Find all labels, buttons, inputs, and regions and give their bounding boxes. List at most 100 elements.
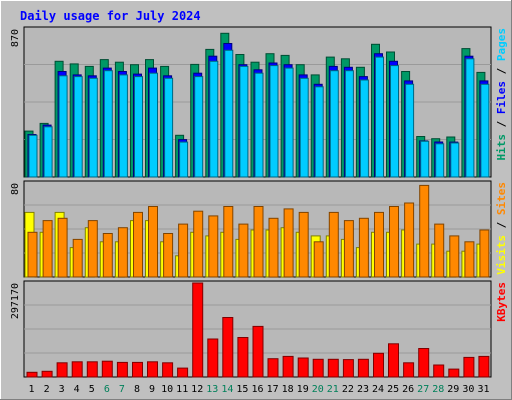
kbytes-panel-bar-kbytes-day-2	[41, 370, 53, 378]
hits-panel-bar-pages-day-26	[405, 83, 415, 178]
hits-panel-bar-pages-day-14	[224, 49, 234, 178]
kbytes-panel-bar-kbytes-day-26	[403, 362, 415, 378]
hits-panel-bar-pages-day-29	[450, 142, 460, 178]
day-label-15: 15	[236, 384, 248, 395]
hits-panel-bar-pages-day-4	[73, 76, 83, 178]
kbytes-panel-bar-kbytes-day-4	[71, 361, 83, 378]
kbytes-panel-bar-kbytes-day-22	[342, 359, 354, 378]
hits-panel-bar-pages-day-27	[420, 140, 430, 178]
chart-title: Daily usage for July 2024	[20, 9, 201, 23]
day-label-3: 3	[59, 384, 65, 395]
kbytes-panel-legend-text: KBytes	[495, 282, 508, 322]
kbytes-panel-bar-kbytes-day-18	[282, 355, 294, 378]
visits-panel-bar-sites-day-27	[419, 184, 430, 278]
day-label-10: 10	[161, 384, 173, 395]
visits-panel-bar-sites-day-14	[223, 206, 234, 278]
kbytes-panel-bar-kbytes-day-8	[132, 361, 143, 378]
hits-panel-bar-pages-day-2	[43, 126, 53, 178]
hits-panel-bar-pages-day-9	[149, 72, 158, 178]
visits-panel-bar-sites-day-31	[479, 229, 490, 278]
legend-separator: /	[495, 61, 508, 81]
day-label-13: 13	[206, 384, 218, 395]
hits-panel-scale-label: 870	[10, 29, 21, 47]
hits-panel-bar-pages-day-28	[435, 143, 445, 178]
kbytes-panel-bar-kbytes-day-7	[116, 361, 128, 378]
day-label-7: 7	[119, 384, 125, 395]
kbytes-panel-bar-kbytes-day-13	[207, 338, 219, 378]
kbytes-panel-bar-kbytes-day-3	[56, 362, 68, 378]
kbytes-panel-bar-kbytes-day-10	[162, 362, 174, 378]
chart-panels: 870 Hits / Files / Pages 80 Visits / Sites 2…	[10, 26, 508, 378]
visits-panel-bar-sites-day-30	[464, 241, 475, 278]
hits-panel-legend: Hits / Files / Pages	[495, 28, 508, 161]
kbytes-panel-bar-kbytes-day-11	[177, 367, 189, 378]
kbytes-panel-bar-kbytes-day-21	[327, 358, 339, 378]
day-label-6: 6	[104, 384, 110, 395]
day-label-24: 24	[372, 384, 384, 395]
day-label-21: 21	[327, 384, 339, 395]
kbytes-panel-bar-kbytes-day-24	[373, 352, 384, 378]
kbytes-panel-bar-kbytes-day-25	[388, 343, 399, 378]
visits-panel-bar-sites-day-20	[313, 241, 324, 278]
visits-panel-bar-sites-day-17	[268, 217, 279, 278]
hits-panel-bar-pages-day-25	[390, 65, 399, 178]
day-labels: 1 2 3 4 5 6 7 8 9 10 11 12 13 14 15 16 17 18 19 20 21 22 23 24 2…	[28, 384, 489, 395]
kbytes-panel-bar-kbytes-day-12	[192, 282, 204, 378]
day-label-19: 19	[297, 384, 309, 395]
day-label-20: 20	[312, 384, 324, 395]
visits-panel-bar-sites-day-23	[358, 217, 369, 278]
legend-separator: /	[495, 215, 508, 235]
day-label-27: 27	[417, 384, 429, 395]
hits-panel-bar-pages-day-20	[314, 86, 324, 178]
kbytes-panel-bar-kbytes-day-19	[297, 357, 309, 378]
legend-pages: Pages	[495, 28, 508, 61]
kbytes-panel-legend: KBytes	[495, 282, 508, 322]
hits-panel-bar-pages-day-22	[344, 70, 354, 178]
kbytes-panel-bar-kbytes-day-1	[26, 371, 38, 378]
visits-panel-legend-text: Visits / Sites	[495, 182, 508, 275]
visits-panel-bar-sites-day-1	[27, 231, 38, 278]
day-label-5: 5	[89, 384, 95, 395]
hits-panel-bar-pages-day-3	[58, 75, 68, 178]
visits-panel-bar-sites-day-4	[72, 238, 83, 278]
legend-separator: /	[495, 114, 508, 134]
legend-hits: Hits	[495, 134, 508, 161]
kbytes-panel-bar-kbytes-day-31	[478, 355, 490, 378]
visits-panel-bar-sites-day-28	[434, 223, 445, 278]
visits-panel-bar-sites-day-24	[374, 211, 384, 278]
hits-panel: 870 Hits / Files / Pages	[10, 26, 508, 178]
visits-panel-bar-sites-day-2	[42, 220, 53, 278]
hits-panel-bar-pages-day-13	[209, 60, 219, 178]
day-label-18: 18	[282, 384, 294, 395]
hits-panel-bar-pages-day-24	[375, 56, 384, 178]
hits-panel-legend-text: Hits / Files / Pages	[495, 28, 508, 161]
day-label-9: 9	[149, 384, 155, 395]
visits-panel-bar-sites-day-26	[404, 202, 415, 278]
legend-kbytes: KBytes	[495, 282, 508, 322]
visits-panel-scale-label: 80	[10, 183, 21, 195]
visits-panel-bar-sites-day-7	[117, 227, 128, 278]
visits-panel-bar-sites-day-22	[343, 220, 354, 278]
legend-visits: Visits	[495, 235, 508, 275]
day-label-31: 31	[477, 384, 489, 395]
visits-panel-legend: Visits / Sites	[495, 182, 508, 275]
hits-panel-bar-pages-day-21	[329, 70, 339, 178]
visits-panel-bar-sites-day-13	[208, 215, 219, 278]
hits-panel-bar-pages-day-15	[239, 65, 249, 178]
visits-panel-bar-sites-day-25	[389, 206, 399, 278]
day-label-28: 28	[432, 384, 444, 395]
day-label-22: 22	[342, 384, 354, 395]
kbytes-panel-bar-kbytes-day-29	[448, 368, 460, 378]
hits-panel-bar-pages-day-12	[194, 76, 204, 178]
day-label-8: 8	[134, 384, 140, 395]
hits-panel-bar-pages-day-8	[134, 76, 143, 178]
visits-panel-bar-sites-day-5	[87, 220, 98, 278]
visits-panel: 80 Visits / Sites	[10, 180, 508, 278]
day-label-12: 12	[191, 384, 203, 395]
hits-panel-bar-pages-day-7	[118, 74, 128, 178]
day-label-14: 14	[221, 384, 233, 395]
day-label-26: 26	[402, 384, 414, 395]
kbytes-panel-bar-kbytes-day-30	[463, 356, 475, 378]
hits-panel-bar-pages-day-16	[254, 72, 264, 178]
hits-panel-bar-pages-day-31	[480, 83, 490, 178]
